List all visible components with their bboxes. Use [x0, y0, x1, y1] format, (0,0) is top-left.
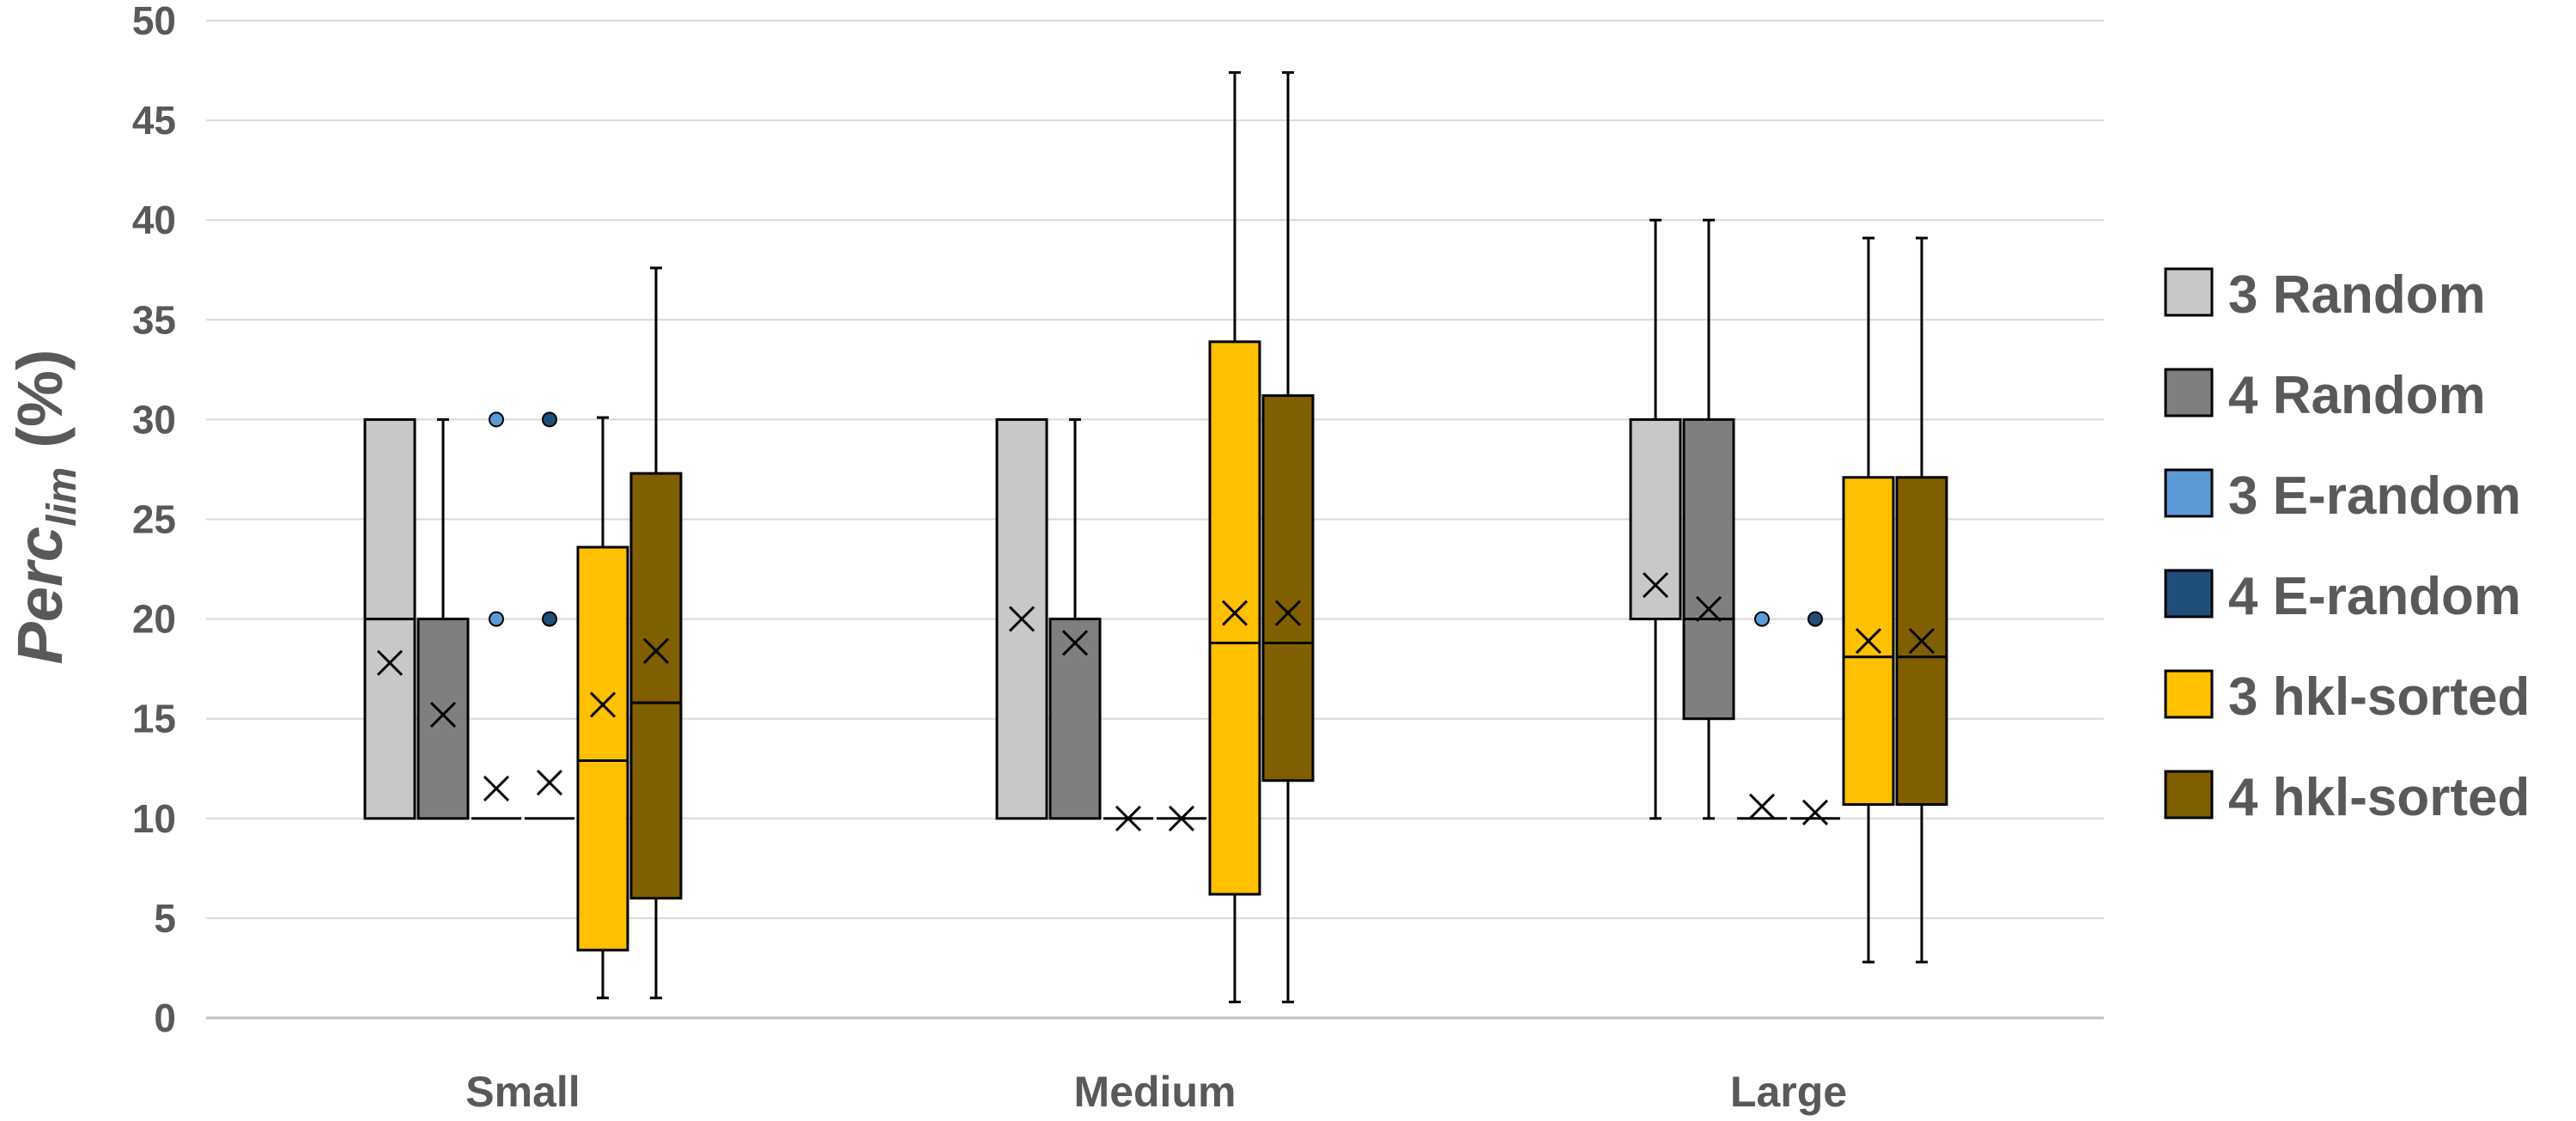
y-axis-title-subscript: lim: [39, 467, 85, 527]
mean-marker: [1115, 805, 1142, 832]
box-3-e-random-small: [471, 411, 521, 820]
box-series: [363, 70, 1948, 1003]
outlier-point: [489, 611, 504, 627]
box-4-hkl-sorted-medium: [1261, 70, 1315, 1003]
outlier-point: [542, 611, 557, 627]
x-category-label: Medium: [1074, 1068, 1236, 1116]
y-axis-title-unit: (%): [4, 350, 76, 448]
mean-marker: [1908, 628, 1935, 655]
x-category-label: Large: [1730, 1068, 1847, 1116]
mean-marker: [1008, 606, 1036, 632]
legend-item: 3 E-random: [2164, 466, 2521, 526]
mean-marker: [1221, 600, 1249, 626]
mean-marker: [1061, 630, 1089, 656]
legend-item: 3 Random: [2164, 265, 2486, 325]
mean-marker: [483, 775, 510, 802]
box-4-random-large: [1682, 218, 1735, 820]
legend-item: 3 hkl-sorted: [2164, 667, 2530, 727]
box-4-e-random-small: [525, 411, 574, 820]
mean-marker: [1748, 793, 1776, 819]
box-body: [1261, 394, 1315, 783]
legend-swatch: [2164, 569, 2214, 618]
outlier-point: [489, 411, 504, 428]
y-tick-label: 45: [132, 98, 176, 143]
mean-marker: [1168, 805, 1195, 832]
box-4-e-random-large: [1790, 611, 1840, 826]
box-body: [576, 545, 629, 952]
y-tick-label: 10: [132, 796, 176, 841]
box-3-random-small: [363, 417, 416, 820]
box-body: [1208, 340, 1261, 896]
y-tick-label: 5: [154, 896, 176, 941]
legend-swatch: [2164, 267, 2214, 317]
mean-marker: [536, 769, 563, 796]
box-3-hkl-sorted-medium: [1208, 70, 1261, 1003]
legend-swatch: [2164, 468, 2214, 518]
x-axis-category-labels: Small Medium Large: [465, 1068, 1847, 1116]
box-4-random-small: [416, 417, 470, 820]
outlier-point: [1807, 611, 1823, 627]
y-tick-label: 50: [132, 0, 176, 43]
outlier-point: [542, 411, 557, 428]
mean-marker: [642, 637, 670, 664]
y-tick-label: 0: [154, 996, 176, 1040]
outlier-point: [1754, 611, 1770, 627]
box-body: [629, 472, 683, 900]
mean-marker: [589, 691, 617, 718]
box-4-hkl-sorted-small: [629, 266, 683, 1000]
y-tick-label: 15: [132, 697, 176, 741]
box-3-e-random-medium: [1103, 805, 1153, 832]
box-4-e-random-medium: [1157, 805, 1206, 832]
y-tick-label: 35: [132, 297, 176, 342]
legend-label: 3 E-random: [2228, 466, 2521, 526]
legend-swatch: [2164, 770, 2214, 819]
box-3-hkl-sorted-large: [1842, 236, 1895, 964]
box-body: [1629, 417, 1682, 621]
legend: 3 Random 4 Random 3 E-random 4 E-random 3 hk…: [2164, 265, 2530, 827]
y-axis-title: Perclim (%): [4, 350, 85, 665]
y-tick-label: 20: [132, 597, 176, 642]
box-3-hkl-sorted-small: [576, 416, 629, 1000]
mean-marker: [1695, 595, 1722, 623]
mean-marker: [429, 701, 457, 728]
mean-marker: [1642, 572, 1669, 599]
mean-marker: [1855, 628, 1882, 655]
legend-item: 4 Random: [2164, 366, 2486, 425]
legend-item: 4 hkl-sorted: [2164, 768, 2530, 827]
mean-marker: [376, 649, 404, 676]
gridlines: [206, 20, 2104, 1020]
mean-marker: [1801, 799, 1829, 826]
y-tick-label: 40: [132, 198, 176, 242]
y-tick-label: 25: [132, 497, 176, 542]
legend-label: 4 Random: [2228, 366, 2486, 425]
box-body: [416, 618, 470, 820]
legend-label: 3 Random: [2228, 265, 2486, 325]
box-body: [1682, 417, 1735, 721]
box-4-random-medium: [1048, 417, 1102, 820]
box-3-e-random-large: [1737, 611, 1787, 820]
mean-marker: [1274, 600, 1302, 626]
y-tick-label: 30: [132, 397, 176, 442]
legend-item: 4 E-random: [2164, 567, 2521, 626]
legend-swatch: [2164, 368, 2214, 417]
box-3-random-large: [1629, 218, 1682, 820]
box-3-random-medium: [995, 417, 1048, 820]
x-category-label: Small: [465, 1068, 580, 1116]
y-axis-tick-labels: 0 5 10 15 20 25 30 35 40 45 50: [132, 0, 176, 1040]
y-axis-title-main: Perc: [4, 527, 76, 664]
box-body: [1048, 618, 1102, 820]
box-4-hkl-sorted-large: [1895, 236, 1948, 964]
legend-label: 4 hkl-sorted: [2228, 768, 2530, 827]
legend-swatch: [2164, 669, 2214, 719]
legend-label: 4 E-random: [2228, 567, 2521, 626]
legend-label: 3 hkl-sorted: [2228, 667, 2530, 727]
